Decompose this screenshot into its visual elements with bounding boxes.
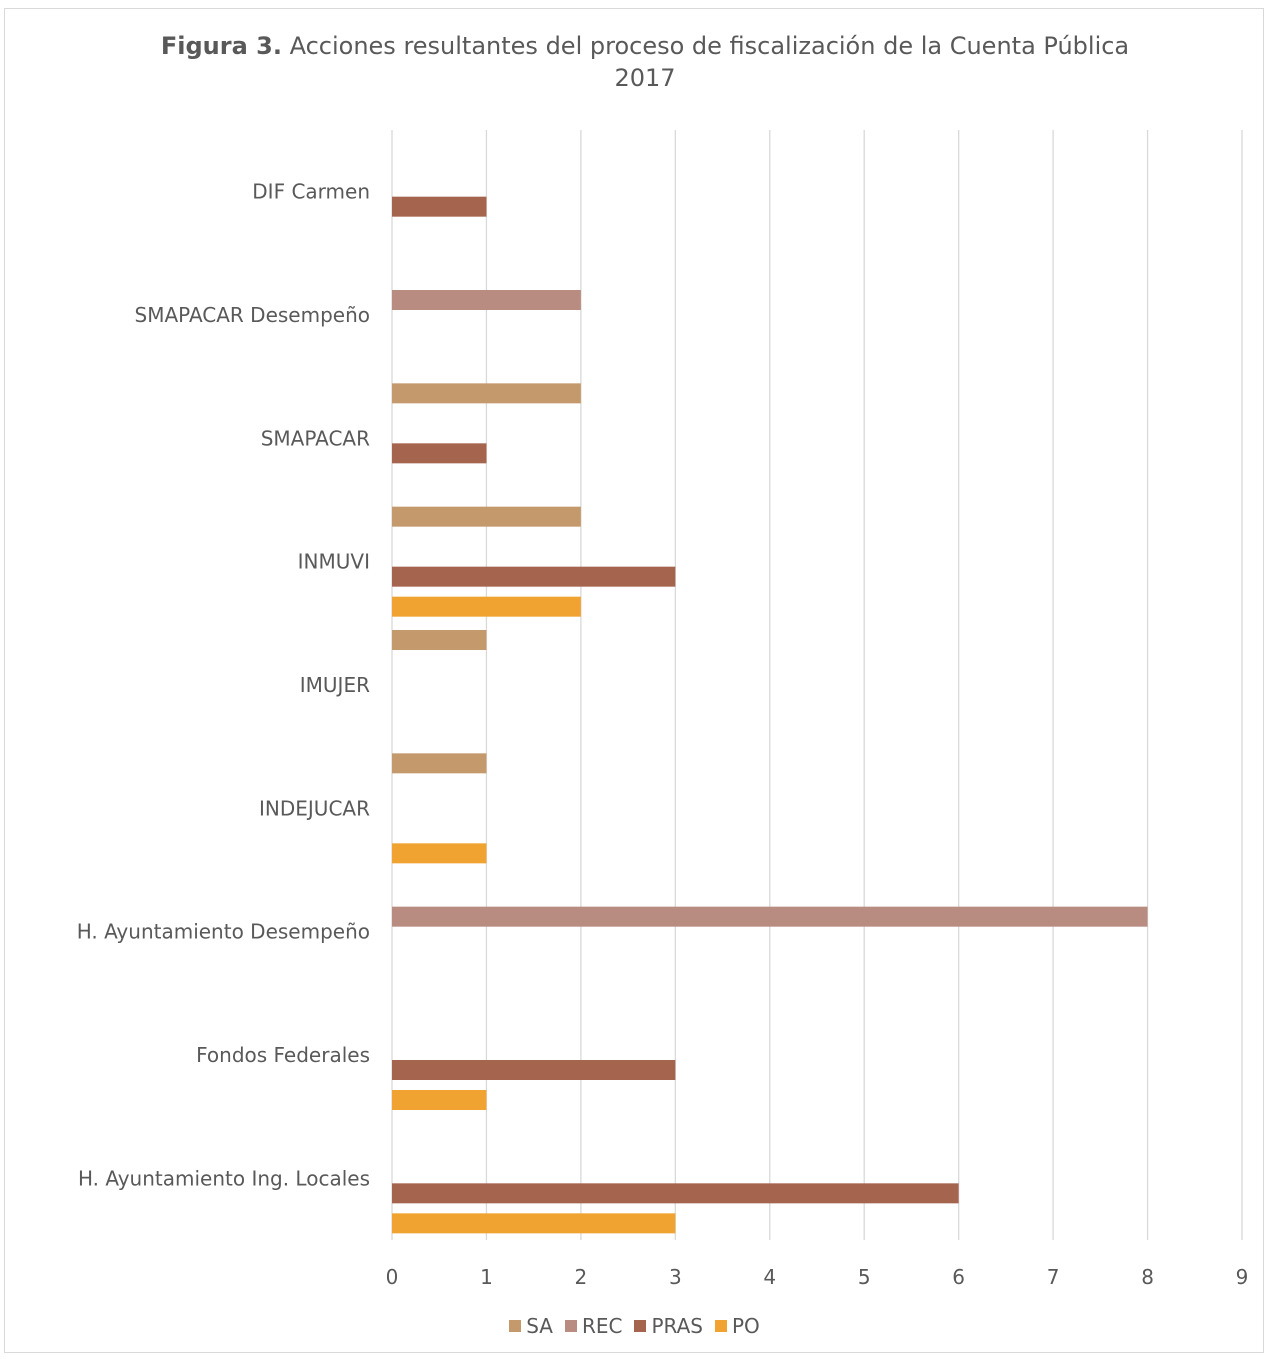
bar-po — [392, 843, 487, 864]
bar-sa — [392, 383, 581, 404]
x-tick-label-1: 1 — [480, 1265, 493, 1289]
x-tick-label-2: 2 — [575, 1265, 588, 1289]
bar-pras — [392, 1183, 959, 1204]
chart-title-prefix: Figura 3. — [160, 32, 282, 60]
bar-pras — [392, 196, 487, 217]
legend-label: PRAS — [651, 1314, 703, 1338]
bar-rec — [392, 906, 1148, 927]
x-tick-label-8: 8 — [1141, 1265, 1154, 1289]
bar-pras — [392, 443, 487, 464]
bar-sa — [392, 753, 487, 774]
legend-item-sa: SA — [509, 1314, 553, 1338]
x-tick-label-3: 3 — [669, 1265, 682, 1289]
category-label: H. Ayuntamiento Ing. Locales — [78, 1166, 370, 1190]
x-tick-label-9: 9 — [1236, 1265, 1249, 1289]
legend-label: SA — [526, 1314, 553, 1338]
chart-title: Figura 3. Acciones resultantes del proce… — [150, 30, 1140, 94]
bar-pras — [392, 1060, 676, 1080]
bars — [392, 196, 1148, 1234]
category-label: INDEJUCAR — [259, 796, 370, 820]
bar-sa — [392, 506, 581, 527]
legend-label: PO — [731, 1314, 760, 1338]
legend-label: REC — [581, 1314, 623, 1338]
category-label: H. Ayuntamiento Desempeño — [77, 920, 370, 944]
legend-swatch — [634, 1320, 647, 1332]
x-tick-label-0: 0 — [386, 1265, 399, 1289]
category-label: SMAPACAR Desempeño — [135, 303, 370, 327]
chart-frame — [4, 8, 1264, 1353]
chart-title-text: Acciones resultantes del proceso de fisc… — [289, 32, 1130, 92]
category-label: Fondos Federales — [196, 1043, 370, 1067]
legend-swatch — [714, 1320, 727, 1332]
bar-po — [392, 1090, 487, 1110]
bar-sa — [392, 630, 487, 650]
y-axis-categories: DIF Carmen SMAPACAR Desempeño SMAPACAR INMU… — [77, 180, 370, 1191]
bar-rec — [392, 290, 581, 310]
bar-chart: 0 1 2 3 4 5 6 7 8 9 DIF Carmen SMAPACAR Desempeño S… — [77, 130, 1249, 1289]
legend-item-po: PO — [714, 1314, 760, 1338]
bar-pras — [392, 566, 676, 587]
legend-item-rec: REC — [564, 1314, 623, 1338]
x-tick-label-5: 5 — [858, 1265, 871, 1289]
bar-po — [392, 596, 581, 617]
legend-swatch — [509, 1320, 522, 1332]
category-label: INMUVI — [298, 550, 370, 574]
bar-po — [392, 1213, 676, 1234]
category-label: DIF Carmen — [252, 180, 370, 204]
x-tick-label-4: 4 — [763, 1265, 776, 1289]
gridlines — [391, 130, 1243, 1240]
legend-item-pras: PRAS — [634, 1314, 703, 1338]
x-tick-label-6: 6 — [952, 1265, 965, 1289]
legend-swatch — [564, 1320, 577, 1332]
category-label: IMUJER — [300, 673, 370, 697]
x-axis-ticks: 0 1 2 3 4 5 6 7 8 9 — [386, 1265, 1249, 1289]
chart-legend: SA REC PRAS PO — [0, 1314, 1269, 1338]
category-label: SMAPACAR — [261, 426, 370, 450]
x-tick-label-7: 7 — [1047, 1265, 1060, 1289]
